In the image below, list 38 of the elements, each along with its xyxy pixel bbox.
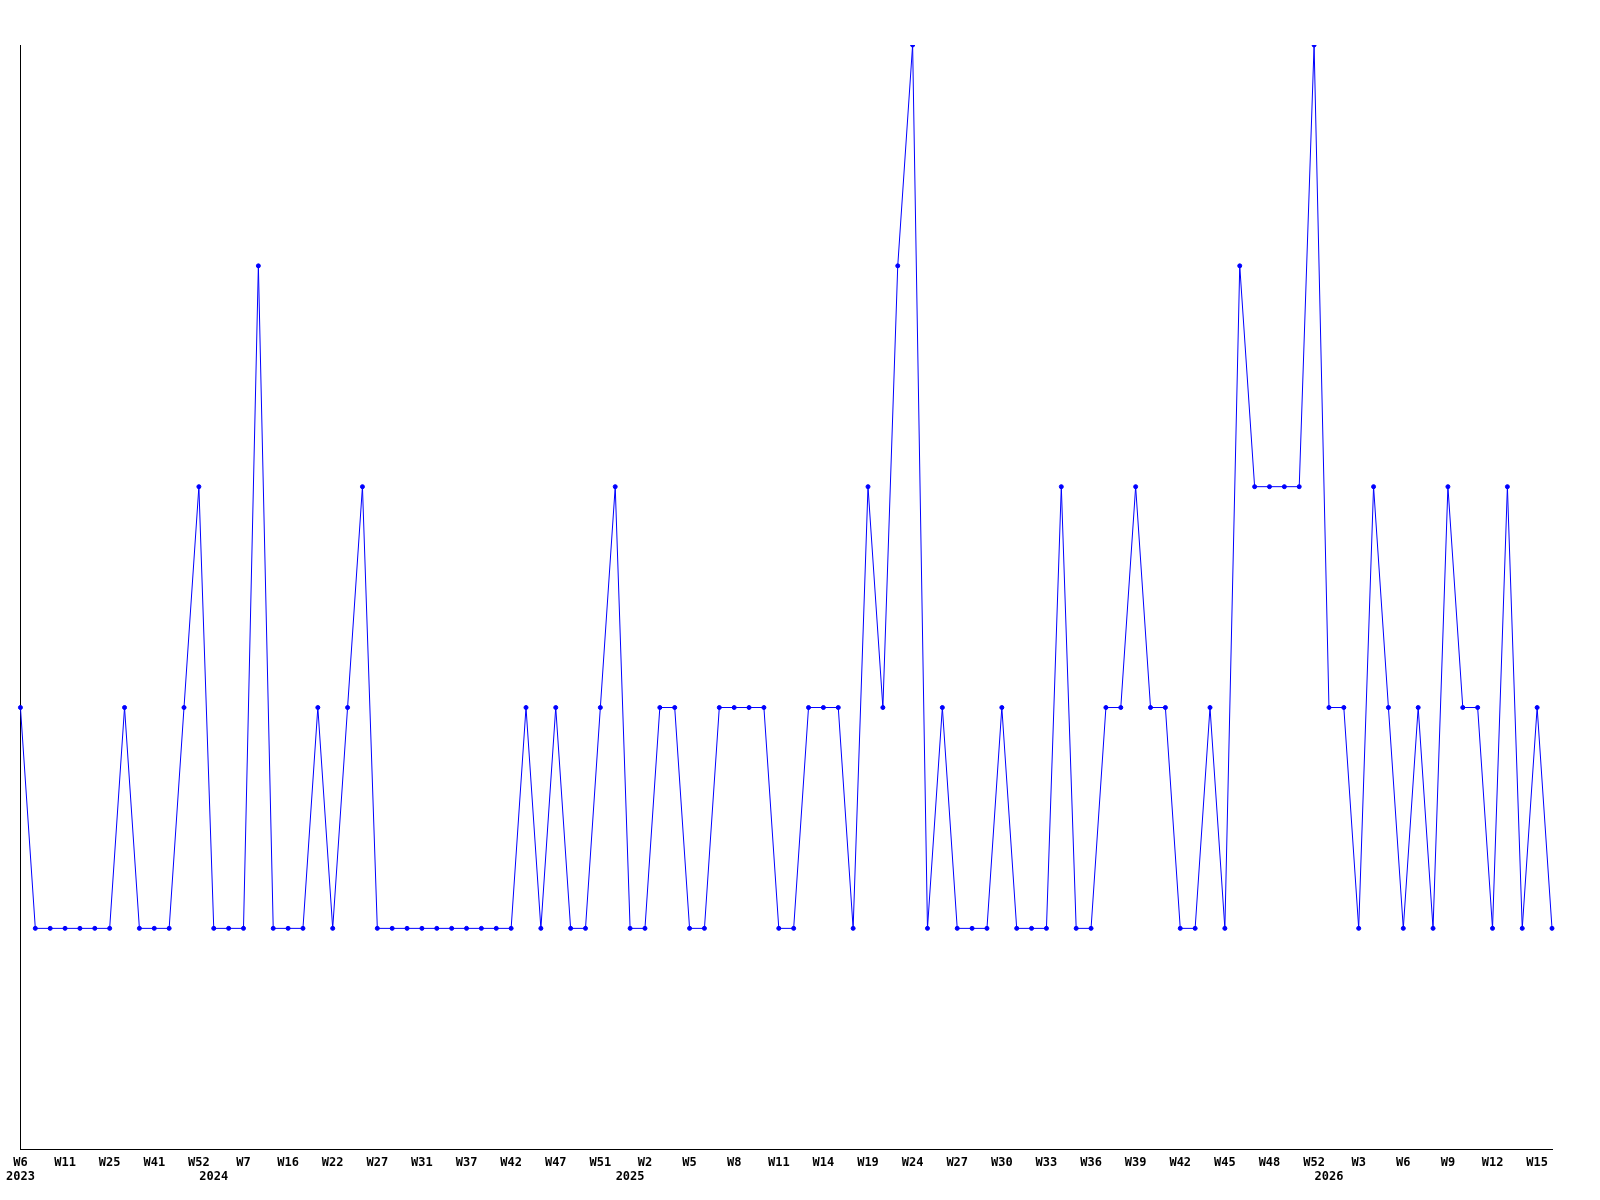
x-tick-label: W37 [455, 1154, 478, 1169]
x-tick-label: W42 [1169, 1154, 1192, 1169]
x-tick-label: W3 [1351, 1154, 1366, 1169]
x-tick-label: W7 [236, 1154, 251, 1169]
x-tick-label: W36 [1080, 1154, 1102, 1169]
x-tick-label: W47 [544, 1154, 567, 1169]
x-tick-label: W52 [188, 1154, 210, 1169]
x-tick-label: W48 [1258, 1154, 1281, 1169]
x-tick-label: W33 [1035, 1154, 1058, 1169]
x-tick-label: W6 2023 [6, 1154, 35, 1183]
x-tick-label: W45 [1214, 1154, 1236, 1169]
x-tick-label: W16 [277, 1154, 299, 1169]
x-tick-label: W42 [500, 1154, 522, 1169]
x-tick-label: W39 [1124, 1154, 1147, 1169]
x-tick-label: W5 [682, 1154, 697, 1169]
x-tick-label: 2025 [615, 1168, 645, 1183]
x-tick-label: 2024 [199, 1168, 229, 1183]
x-tick-label: W19 [857, 1154, 879, 1169]
x-tick-label: W24 [901, 1154, 924, 1169]
x-tick-label: W8 [726, 1154, 742, 1169]
x-tick-label: W41 [143, 1154, 166, 1169]
x-tick-label: W22 [321, 1154, 344, 1169]
x-tick-label: W27 [946, 1154, 969, 1169]
x-tick-label: W9 [1440, 1154, 1456, 1169]
x-tick-label: W12 [1481, 1154, 1504, 1169]
x-tick-label: W6 [1396, 1154, 1411, 1169]
x-tick-label: 2026 [1314, 1168, 1344, 1183]
x-tick-label: W14 [812, 1154, 835, 1169]
x-tick-label: W11 [767, 1154, 790, 1169]
x-tick-label: W30 [990, 1154, 1013, 1169]
x-tick-label: W51 [589, 1154, 612, 1169]
x-tick-label: W2 [637, 1154, 653, 1169]
x-tick-label: W11 [54, 1154, 76, 1169]
x-tick-label: W25 [98, 1154, 121, 1169]
x-tick-label: W31 [411, 1154, 433, 1169]
x-tick-label: W52 [1303, 1154, 1325, 1169]
x-tick-label: W27 [366, 1154, 389, 1169]
x-tick-label: W15 [1526, 1154, 1548, 1169]
